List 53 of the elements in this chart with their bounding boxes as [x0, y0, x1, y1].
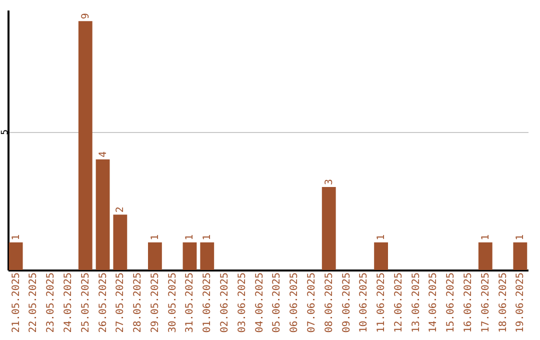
data-label: 1 [202, 234, 214, 240]
bar [113, 214, 128, 270]
data-label: 1 [376, 234, 388, 240]
x-tick-label: 28.05.2025 [132, 272, 144, 333]
x-tick-label: 26.05.2025 [98, 272, 109, 333]
data-label: 3 [324, 178, 335, 186]
bar [374, 242, 388, 270]
x-tick-label: 18.06.2025 [498, 272, 509, 333]
data-label: 9 [80, 13, 92, 20]
x-tick-label: 30.05.2025 [167, 272, 178, 333]
x-tick-label: 13.06.2025 [410, 272, 422, 333]
bar [78, 21, 92, 270]
x-tick-label: 24.05.2025 [63, 272, 74, 333]
data-label: 1 [515, 234, 526, 240]
x-tick-label: 07.06.2025 [306, 272, 318, 333]
x-tick-label: 04.06.2025 [254, 272, 266, 333]
x-tick-label: 08.06.2025 [324, 272, 335, 333]
x-tick-label: 29.05.2025 [150, 272, 161, 333]
x-tick-label: 12.06.2025 [393, 272, 404, 333]
bar [96, 159, 110, 270]
x-tick-label: 02.06.2025 [220, 272, 231, 333]
x-tick-label: 03.06.2025 [236, 272, 248, 333]
x-tick-label: 14.06.2025 [428, 272, 440, 333]
data-label: 1 [480, 234, 492, 240]
data-label: 1 [184, 234, 196, 240]
data-label: 2 [115, 206, 126, 213]
x-tick-label: 06.06.2025 [289, 272, 300, 333]
x-tick-label: 25.05.2025 [80, 272, 92, 333]
x-tick-label: 19.06.2025 [515, 272, 526, 333]
bar [513, 242, 528, 270]
y-tick-label: 5 [0, 129, 10, 135]
x-tick-label: 16.06.2025 [463, 272, 474, 333]
x-tick-label: 10.06.2025 [358, 272, 370, 333]
bar [8, 242, 23, 270]
x-tick-label: 31.05.2025 [184, 272, 196, 333]
bar [182, 242, 197, 270]
x-tick-label: 21.05.2025 [10, 272, 22, 333]
data-label: 1 [150, 234, 161, 240]
x-tick-label: 01.06.2025 [202, 272, 214, 333]
x-tick-label: 23.05.2025 [46, 272, 57, 333]
x-tick-label: 05.06.2025 [272, 272, 283, 333]
bar [478, 242, 492, 270]
bar [148, 242, 162, 270]
x-tick-label: 17.06.2025 [480, 272, 492, 333]
data-label: 1 [10, 234, 22, 240]
x-tick-label: 15.06.2025 [446, 272, 457, 333]
x-tick-label: 09.06.2025 [341, 272, 352, 333]
bar [322, 187, 336, 270]
data-label: 4 [98, 151, 109, 158]
x-tick-label: 22.05.2025 [28, 272, 40, 333]
bar [200, 242, 214, 270]
x-tick-label: 27.05.2025 [115, 272, 126, 333]
x-tick-label: 11.06.2025 [376, 272, 388, 333]
